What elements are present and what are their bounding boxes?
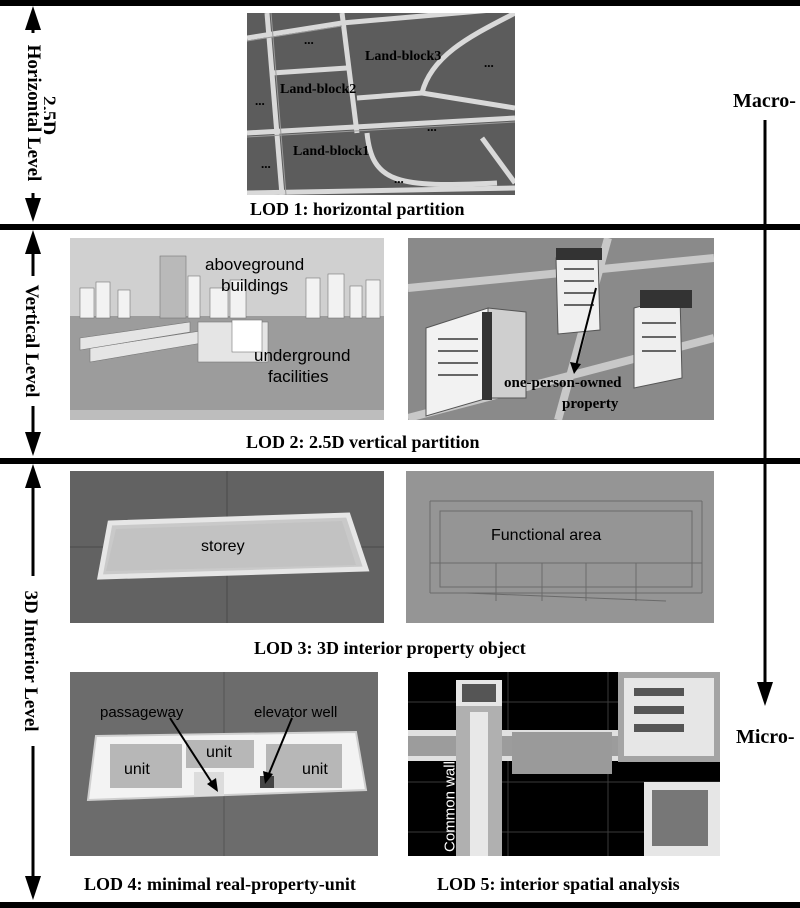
lod2-underground-image: aboveground buildings underground facili…: [70, 238, 384, 420]
ellipsis-label: ...: [484, 55, 494, 70]
aboveground-label-line2: buildings: [221, 276, 289, 295]
ellipsis-label: ...: [255, 93, 265, 108]
aboveground-label-line1: aboveground: [205, 255, 305, 274]
ellipsis-label: ...: [304, 32, 314, 47]
lod2-property-image: one-person-owned property: [408, 238, 714, 420]
lod2-caption: LOD 2: 2.5D vertical partition: [246, 432, 480, 452]
land-block1-label: Land-block1: [293, 144, 370, 159]
underground-label-line1: underground: [254, 346, 351, 365]
unit-label-right: unit: [302, 761, 328, 778]
macro-label: Macro-: [733, 90, 796, 112]
elevator-well-label: elevator well: [254, 704, 338, 721]
passageway-label: passageway: [100, 704, 184, 721]
lod4-unit-image: passageway elevator well unit unit unit: [70, 672, 378, 856]
level-label-vertical: Vertical Level: [20, 276, 42, 406]
land-block3-label: Land-block3: [365, 49, 442, 64]
property-label-line2: property: [562, 396, 619, 412]
level-label-horizontal: Horizontal Level: [22, 33, 44, 193]
separator-bottom: [0, 902, 800, 908]
separator-lod2-lod3: [0, 458, 800, 464]
common-wall-label: Common wall: [441, 761, 459, 852]
ellipsis-label: ...: [394, 171, 404, 186]
unit-label-middle: unit: [206, 744, 232, 761]
lod3-functional-image: Functional area: [406, 471, 714, 623]
lod3-caption: LOD 3: 3D interior property object: [254, 638, 526, 658]
macro-micro-arrow: [757, 120, 773, 706]
lod5-spatial-image: Common wall: [408, 672, 720, 856]
lod1-map-image: Land-block3 Land-block2 Land-block1 ... …: [247, 13, 515, 195]
property-label-line1: one-person-owned: [504, 375, 622, 391]
lod5-caption: LOD 5: interior spatial analysis: [437, 874, 680, 894]
unit-label-left: unit: [124, 761, 150, 778]
ellipsis-label: ...: [427, 119, 437, 134]
level-label-interior: 3D Interior Level: [19, 576, 41, 746]
functional-area-label: Functional area: [491, 527, 602, 544]
underground-label-line2: facilities: [268, 367, 329, 386]
micro-label: Micro-: [736, 726, 795, 748]
storey-label: storey: [201, 538, 245, 555]
lod1-caption: LOD 1: horizontal partition: [250, 199, 465, 219]
separator-top: [0, 0, 800, 6]
lod3-storey-image: storey: [70, 471, 384, 623]
lod4-caption: LOD 4: minimal real-property-unit: [84, 874, 356, 894]
land-block2-label: Land-block2: [280, 82, 357, 97]
separator-lod1-lod2: [0, 224, 800, 230]
ellipsis-label: ...: [261, 156, 271, 171]
